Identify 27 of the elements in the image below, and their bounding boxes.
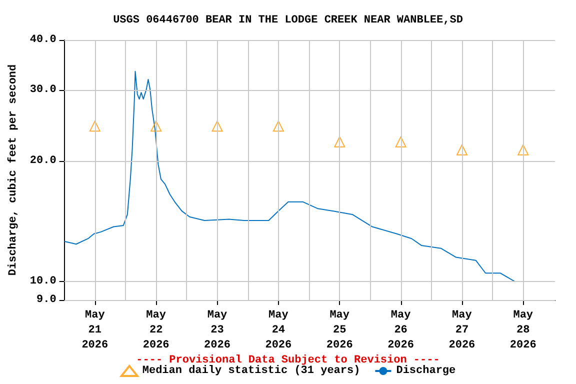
point <box>518 144 529 156</box>
point <box>334 136 346 148</box>
chart-title: USGS 06446700 BEAR IN THE LODGE CREEK NEAR WANBLEE,SD <box>113 14 464 26</box>
y-tick-label: 40.0 <box>30 34 56 46</box>
point <box>89 120 100 132</box>
x-tick-label: May 27 2026 <box>448 310 476 352</box>
line-series <box>64 70 516 282</box>
y-tick-label: 9.0 <box>36 294 56 306</box>
x-tick-label: May 26 2026 <box>388 310 414 352</box>
x-tick-label: May 23 2026 <box>204 310 230 352</box>
legend-label: Discharge <box>396 365 456 377</box>
point <box>272 120 284 132</box>
legend-label: Median daily statistic (31 years) <box>142 365 360 377</box>
x-tick-label: May 25 2026 <box>326 310 353 352</box>
y-tick-label: 30.0 <box>30 84 56 96</box>
y-tick-label: 10.0 <box>30 276 56 288</box>
point <box>395 136 406 148</box>
point <box>212 120 223 132</box>
x-tick-label: May 21 2026 <box>82 310 108 352</box>
text: ---- Provisional Data Subject to Revision ---- <box>136 354 440 366</box>
x-tick-label: May 28 2026 <box>510 310 536 352</box>
point <box>456 144 468 156</box>
point <box>150 120 162 132</box>
y-tick-label: 20.0 <box>30 154 56 167</box>
y-axis-title: Discharge, cubic feet per second <box>6 64 20 276</box>
x-tick-label: May 22 2026 <box>142 310 170 352</box>
x-tick-label: May 24 2026 <box>265 310 292 352</box>
